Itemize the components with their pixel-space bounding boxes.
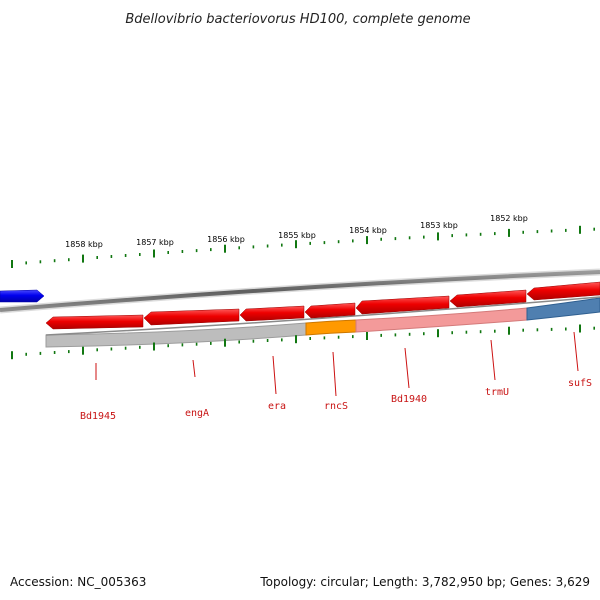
gene-arrow-bd1945[interactable] <box>45 314 144 330</box>
scale-label-1858: 1858 kbp <box>65 240 103 249</box>
gene-arrow-trmu[interactable] <box>449 289 527 308</box>
gene-arrow-rncs[interactable] <box>304 302 356 319</box>
feature-band-orange <box>305 319 357 336</box>
scale-label-1857: 1857 kbp <box>136 238 174 247</box>
upper-scale-ticks <box>11 225 596 268</box>
scale-label-1853: 1853 kbp <box>420 221 458 230</box>
gene-label-enga[interactable]: engA <box>185 408 209 419</box>
gene-arrow-era[interactable] <box>239 305 305 322</box>
gene-label-bd1945[interactable]: Bd1945 <box>80 411 116 422</box>
gene-label-sufs[interactable]: sufS <box>568 378 592 389</box>
feature-band-blue <box>526 297 600 321</box>
feature-band-edge <box>45 296 600 336</box>
scale-label-1852: 1852 kbp <box>490 214 528 223</box>
footer-accession: Accession: NC_005363 <box>10 575 146 589</box>
scale-label-1854: 1854 kbp <box>349 226 387 235</box>
gene-arrow-bd1940[interactable] <box>355 295 450 315</box>
scale-label-1856: 1856 kbp <box>207 235 245 244</box>
lower-scale-ticks <box>11 324 596 360</box>
scale-label-1855: 1855 kbp <box>278 231 316 240</box>
gene-arrow-enga[interactable] <box>143 308 240 326</box>
gene-arrow-sufs[interactable] <box>526 281 600 301</box>
gene-label-era[interactable]: era <box>268 401 286 412</box>
gene-label-lines <box>95 331 579 397</box>
footer-summary: Topology: circular; Length: 3,782,950 bp… <box>259 575 590 589</box>
gene-label-bd1940[interactable]: Bd1940 <box>391 394 427 405</box>
genome-backbone-arc-core <box>0 270 600 312</box>
gene-label-rncs[interactable]: rncS <box>324 401 348 412</box>
map-title: Bdellovibrio bacteriovorus HD100, comple… <box>125 12 470 27</box>
gene-label-trmu[interactable]: trmU <box>485 387 509 398</box>
gene-arrow-forward[interactable] <box>0 289 45 303</box>
